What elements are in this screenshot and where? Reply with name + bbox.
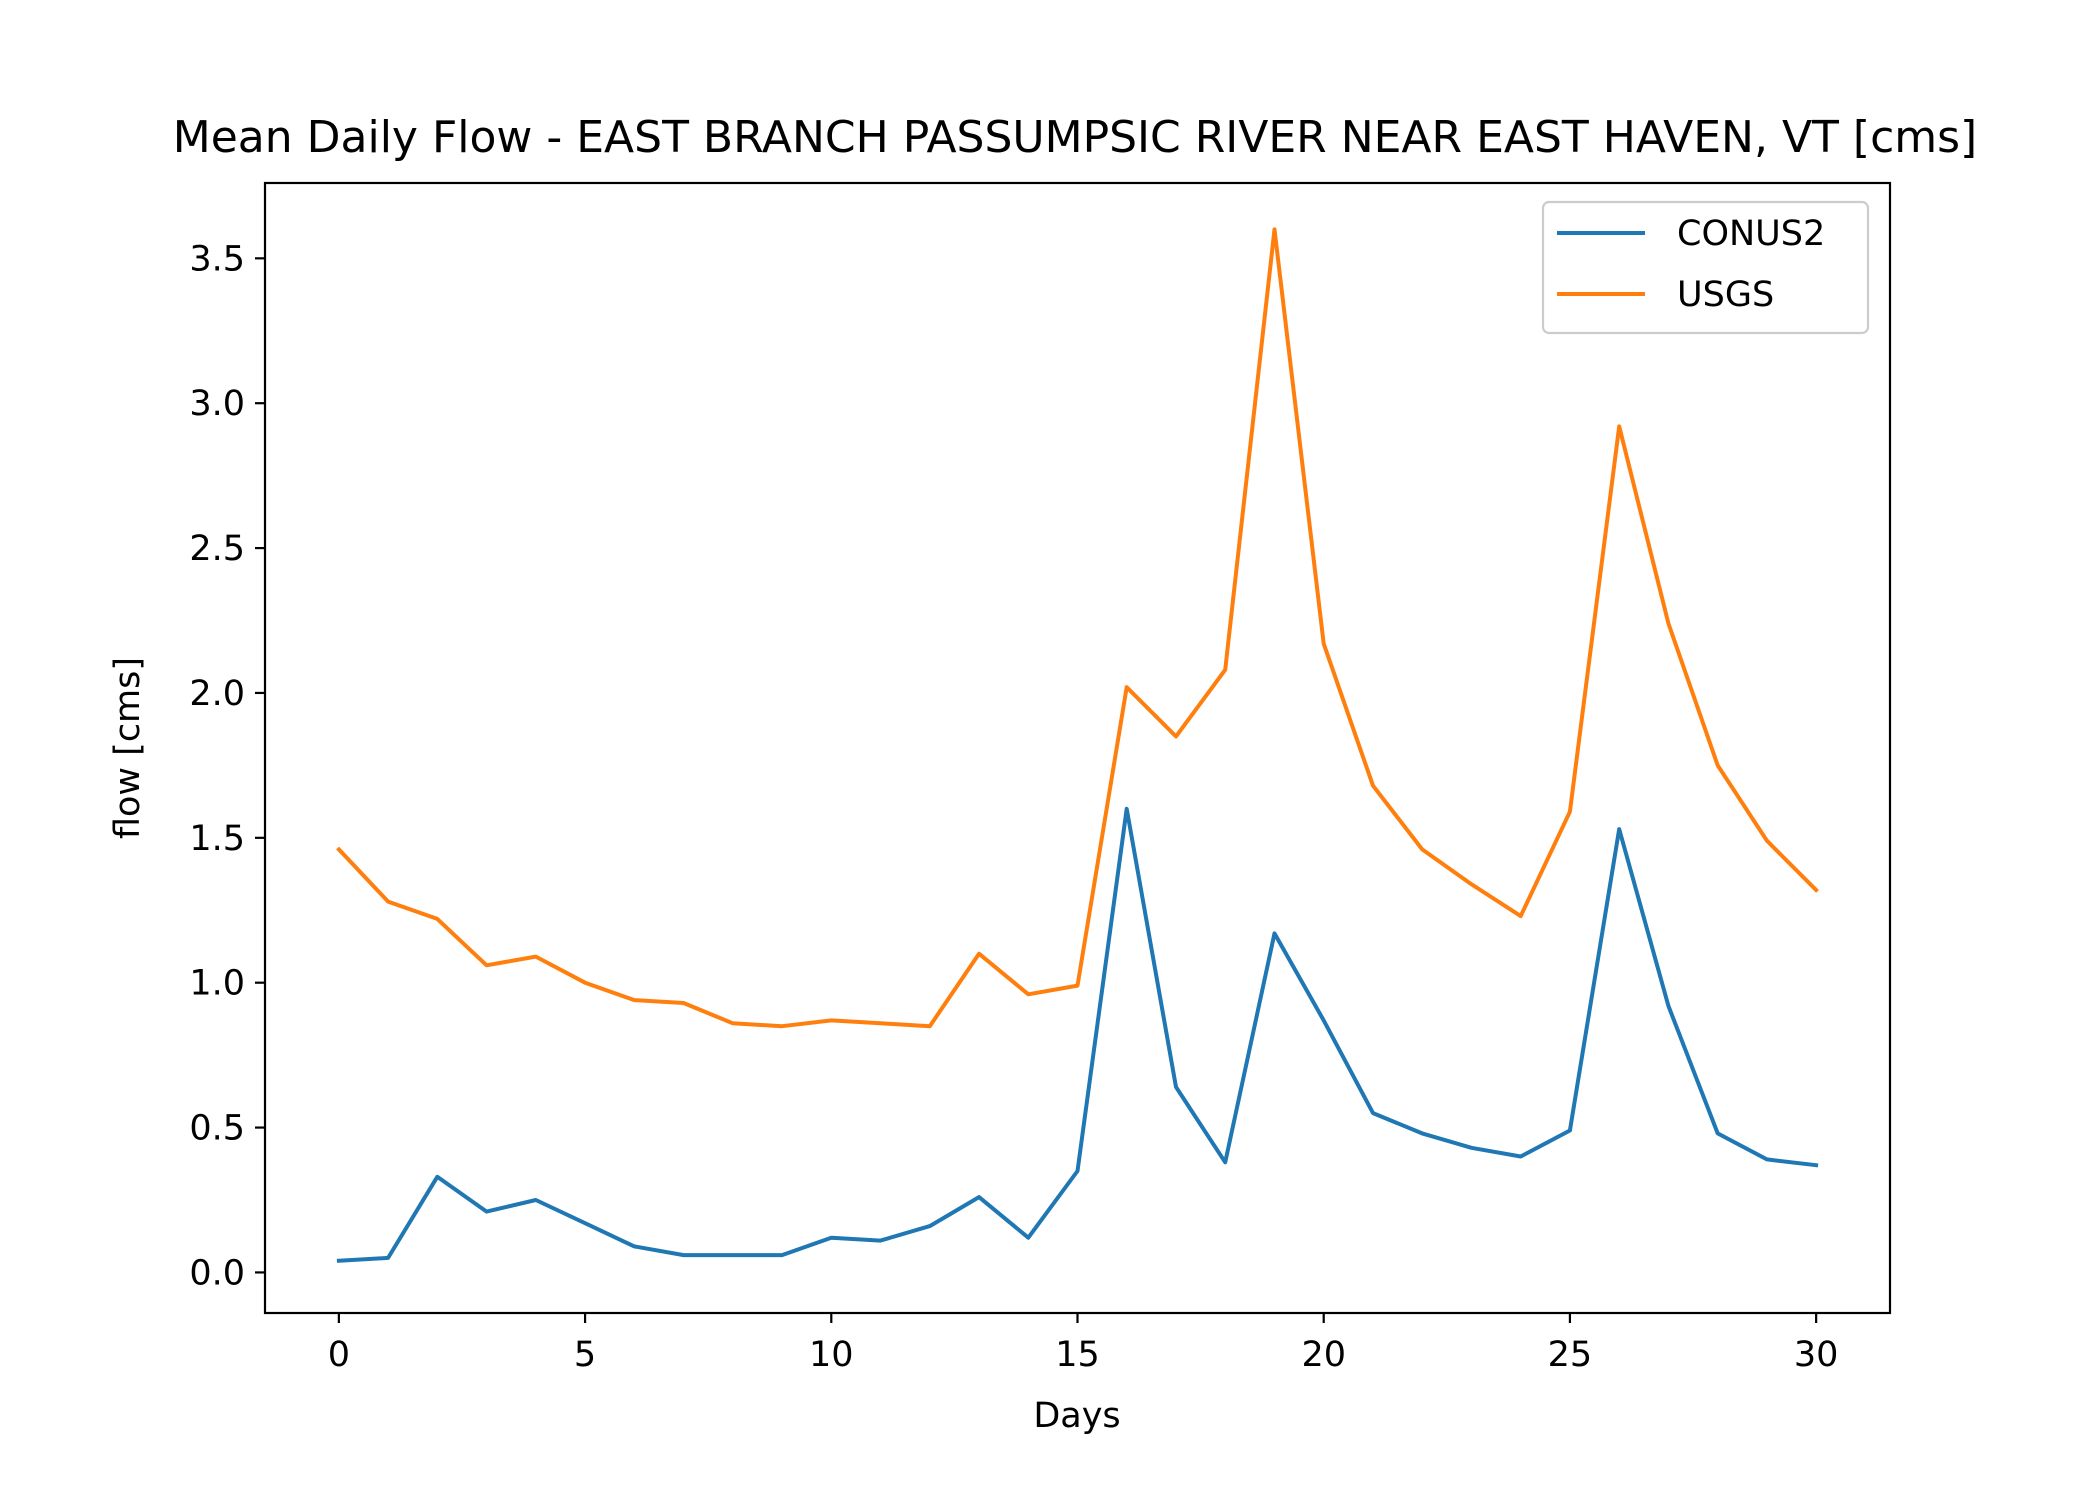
y-axis-ticks: 0.0 0.5 1.0 1.5 2.0 2.5 3.0 3.5 xyxy=(189,239,265,1293)
y-axis-label: flow [cms] xyxy=(108,657,148,839)
x-tick-label: 10 xyxy=(809,1335,854,1375)
x-tick-label: 25 xyxy=(1548,1335,1593,1375)
x-tick-label: 15 xyxy=(1055,1335,1100,1375)
legend: CONUS2 USGS xyxy=(1541,200,1870,335)
y-tick-label: 0.0 xyxy=(189,1253,245,1293)
legend-label-usgs: USGS xyxy=(1677,275,1774,315)
x-axis-label: Days xyxy=(1033,1396,1120,1436)
x-tick-label: 5 xyxy=(574,1335,596,1375)
series-line-usgs xyxy=(336,227,1819,1029)
y-tick-label: 1.5 xyxy=(189,819,245,859)
y-tick-label: 2.5 xyxy=(189,529,245,569)
plot-area xyxy=(336,227,1819,1263)
x-tick-label: 0 xyxy=(328,1335,350,1375)
legend-label-conus2: CONUS2 xyxy=(1677,214,1825,254)
series-line-conus2 xyxy=(336,806,1819,1263)
x-axis-ticks: 0 5 10 15 20 25 30 xyxy=(328,1313,1839,1375)
y-tick-label: 2.0 xyxy=(189,674,245,714)
axes-frame xyxy=(263,181,1892,1315)
y-tick-label: 1.0 xyxy=(189,964,245,1004)
x-tick-label: 30 xyxy=(1794,1335,1839,1375)
y-tick-label: 3.0 xyxy=(189,384,245,424)
y-tick-label: 0.5 xyxy=(189,1109,245,1149)
chart-title: Mean Daily Flow - EAST BRANCH PASSUMPSIC… xyxy=(173,112,1977,163)
x-tick-label: 20 xyxy=(1301,1335,1346,1375)
y-tick-label: 3.5 xyxy=(189,239,245,279)
